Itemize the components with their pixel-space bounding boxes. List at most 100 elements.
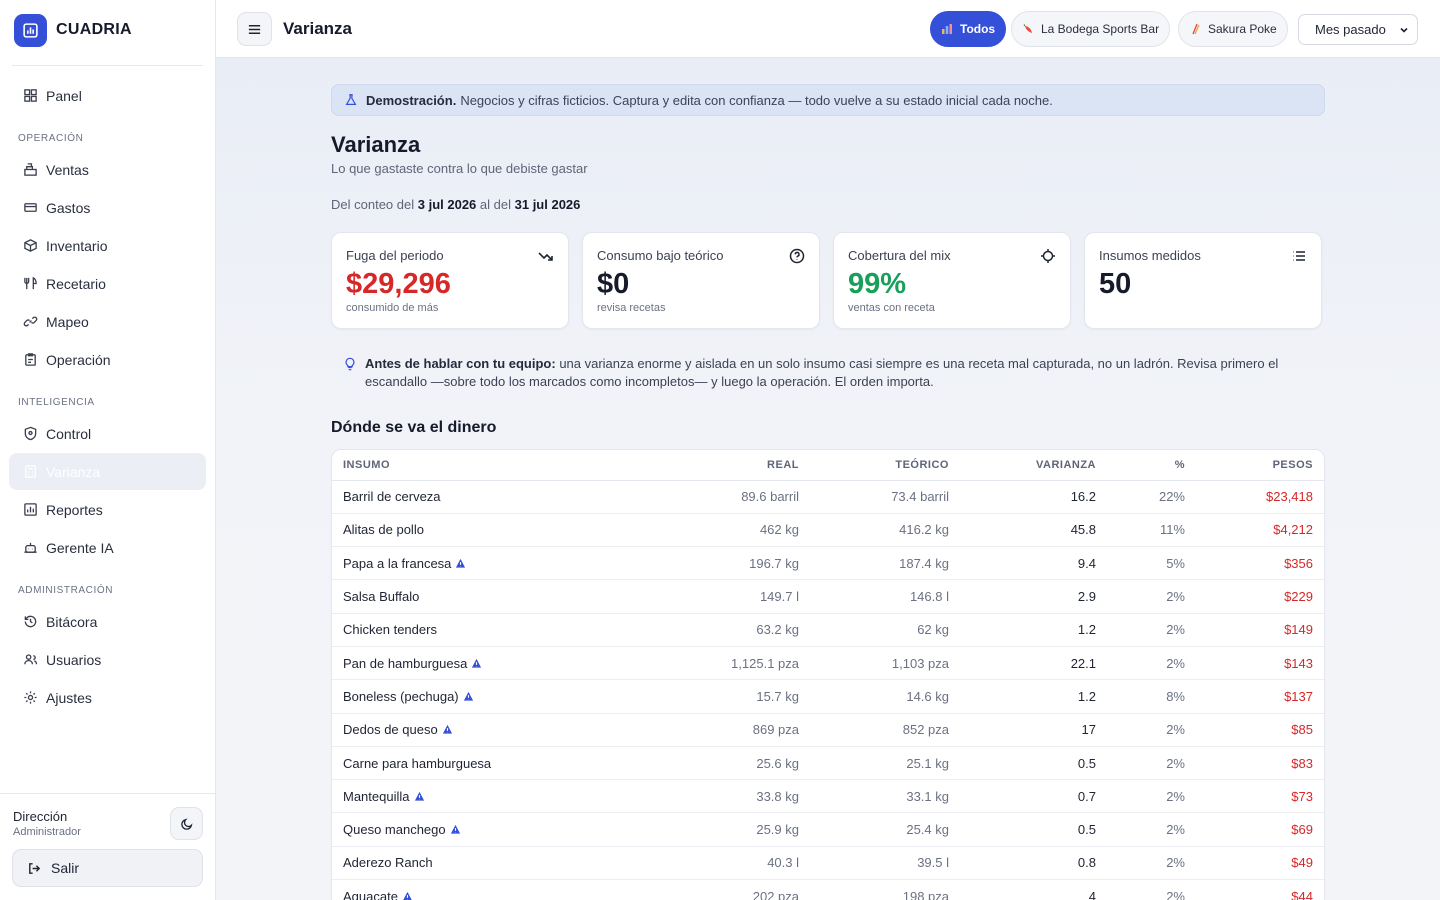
sidebar-item-label: Recetario bbox=[46, 275, 106, 292]
lightbulb-icon bbox=[345, 357, 355, 371]
cell-pesos: $229 bbox=[1196, 579, 1324, 614]
cell-pct: 2% bbox=[1107, 779, 1196, 814]
col-pesos[interactable]: PESOS bbox=[1196, 450, 1324, 481]
sidebar-item-reportes[interactable]: Reportes bbox=[9, 491, 206, 528]
cash-register-icon bbox=[24, 163, 37, 176]
table-row[interactable]: Alitas de pollo 462 kg 416.2 kg 45.8 11% $4,2… bbox=[332, 513, 1324, 548]
insumo-name: Chicken tenders bbox=[343, 622, 437, 638]
sidebar-item-label: Mapeo bbox=[46, 313, 89, 330]
trend-down-icon bbox=[538, 252, 553, 261]
cell-pesos: $356 bbox=[1196, 546, 1324, 581]
menu-toggle-button[interactable] bbox=[237, 12, 272, 46]
cell-pesos: $69 bbox=[1196, 812, 1324, 847]
cell-insumo: Queso manchego bbox=[332, 812, 642, 847]
sidebar-item-inventario[interactable]: Inventario bbox=[9, 227, 206, 264]
kpi-card-insumos: Insumos medidos 50 bbox=[1084, 232, 1322, 329]
logout-label: Salir bbox=[51, 860, 80, 876]
period-select[interactable]: Mes pasado bbox=[1298, 14, 1418, 45]
cell-teorico: 25.1 kg bbox=[810, 746, 960, 781]
sidebar-item-mapeo[interactable]: Mapeo bbox=[9, 303, 206, 340]
table-row[interactable]: Dedos de queso 869 pza 852 pza 17 2% $85 bbox=[332, 713, 1324, 747]
sidebar-section-title: ADMINISTRACIÓN bbox=[18, 585, 114, 596]
sidebar-item-recetario[interactable]: Recetario bbox=[9, 265, 206, 302]
cell-pesos: $23,418 bbox=[1196, 480, 1324, 514]
kpi-foot: ventas con receta bbox=[848, 302, 935, 314]
sidebar-item-gastos[interactable]: Gastos bbox=[9, 189, 206, 226]
col-real[interactable]: REAL bbox=[642, 450, 810, 481]
cell-teorico: 198 pza bbox=[810, 879, 960, 900]
sidebar-item-ventas[interactable]: Ventas bbox=[9, 151, 206, 188]
cell-insumo: Papa a la francesa bbox=[332, 546, 642, 581]
filter-sakura-button[interactable]: Sakura Poke bbox=[1178, 11, 1288, 47]
col-pct[interactable]: % bbox=[1107, 450, 1196, 481]
cell-teorico: 852 pza bbox=[810, 713, 960, 747]
shield-icon bbox=[24, 426, 37, 441]
warning-icon bbox=[403, 891, 412, 900]
filter-bodega-label: La Bodega Sports Bar bbox=[1041, 22, 1160, 36]
brand[interactable]: CUADRIA bbox=[0, 0, 215, 60]
crosshair-icon bbox=[1041, 249, 1055, 263]
cell-teorico: 33.1 kg bbox=[810, 779, 960, 814]
col-insumo[interactable]: INSUMO bbox=[332, 450, 642, 481]
sidebar-item-gerente-ia[interactable]: Gerente IA bbox=[9, 529, 206, 566]
sidebar-item-usuarios[interactable]: Usuarios bbox=[9, 641, 206, 678]
kpi-card-fuga: Fuga del periodo $29,296 consumido de má… bbox=[331, 232, 569, 329]
cell-varianza: 45.8 bbox=[960, 513, 1107, 548]
cell-pct: 2% bbox=[1107, 879, 1196, 900]
sidebar-item-ajustes[interactable]: Ajustes bbox=[9, 679, 206, 716]
kpi-value: $29,296 bbox=[346, 268, 451, 300]
table-row[interactable]: Aderezo Ranch 40.3 l 39.5 l 0.8 2% $49 bbox=[332, 846, 1324, 881]
table-row[interactable]: Carne para hamburguesa 25.6 kg 25.1 kg 0.5 2… bbox=[332, 746, 1324, 781]
sidebar-footer: Dirección Administrador Salir bbox=[0, 793, 215, 900]
page-title: Varianza bbox=[331, 132, 421, 157]
kpi-foot: revisa recetas bbox=[597, 302, 666, 314]
link-icon bbox=[23, 316, 38, 327]
cell-real: 33.8 kg bbox=[642, 779, 810, 814]
cell-pct: 2% bbox=[1107, 746, 1196, 781]
theme-toggle-button[interactable] bbox=[170, 807, 203, 840]
range-prefix: Del conteo del bbox=[331, 197, 415, 212]
range-mid: al del bbox=[479, 197, 511, 212]
sidebar-item-control[interactable]: Control bbox=[9, 415, 206, 452]
sidebar-item-bitacora[interactable]: Bitácora bbox=[9, 603, 206, 640]
cell-real: 149.7 l bbox=[642, 579, 810, 614]
table-row[interactable]: Barril de cerveza 89.6 barril 73.4 barril 1… bbox=[332, 480, 1324, 514]
table-row[interactable]: Pan de hamburguesa 1,125.1 pza 1,103 pza 22… bbox=[332, 646, 1324, 681]
table-row[interactable]: Papa a la francesa 196.7 kg 187.4 kg 9.4 5% $… bbox=[332, 546, 1324, 581]
insumo-name: Aguacate bbox=[343, 888, 398, 900]
brand-name: CUADRIA bbox=[56, 21, 132, 38]
bar-chart-icon bbox=[24, 503, 37, 516]
cell-real: 869 pza bbox=[642, 713, 810, 747]
table-row[interactable]: Mantequilla 33.8 kg 33.1 kg 0.7 2% $73 bbox=[332, 779, 1324, 814]
col-varianza[interactable]: VARIANZA bbox=[960, 450, 1107, 481]
cell-insumo: Chicken tenders bbox=[332, 613, 642, 647]
sidebar-item-label: Gastos bbox=[46, 199, 91, 216]
insumo-name: Pan de hamburguesa bbox=[343, 655, 468, 671]
cell-real: 89.6 barril bbox=[642, 480, 810, 514]
cell-teorico: 73.4 barril bbox=[810, 480, 960, 514]
cell-insumo: Boneless (pechuga) bbox=[332, 679, 642, 714]
cell-insumo: Dedos de queso bbox=[332, 713, 642, 747]
col-teorico[interactable]: TEÓRICO bbox=[810, 450, 960, 481]
cell-pesos: $137 bbox=[1196, 679, 1324, 714]
table-row[interactable]: Chicken tenders 63.2 kg 62 kg 1.2 2% $149 bbox=[332, 613, 1324, 647]
filter-sakura-label: Sakura Poke bbox=[1208, 22, 1277, 36]
sidebar-item-operacion[interactable]: Operación bbox=[9, 341, 206, 378]
logout-button[interactable]: Salir bbox=[12, 849, 203, 887]
table-row[interactable]: Queso manchego 25.9 kg 25.4 kg 0.5 2% $69 bbox=[332, 812, 1324, 847]
table-row[interactable]: Salsa Buffalo 149.7 l 146.8 l 2.9 2% $229 bbox=[332, 579, 1324, 614]
filter-all-button[interactable]: Todos bbox=[930, 11, 1007, 47]
warning-icon bbox=[414, 791, 424, 801]
table-row[interactable]: Aguacate 202 pza 198 pza 4 2% $44 bbox=[332, 879, 1324, 900]
filter-bodega-button[interactable]: La Bodega Sports Bar bbox=[1011, 11, 1171, 47]
cell-pct: 2% bbox=[1107, 812, 1196, 847]
help-circle-icon[interactable] bbox=[789, 248, 805, 264]
sidebar-item-label: Reportes bbox=[46, 501, 103, 518]
table-row[interactable]: Boneless (pechuga) 15.7 kg 14.6 kg 1.2 8% $13… bbox=[332, 679, 1324, 714]
cell-insumo: Aderezo Ranch bbox=[332, 846, 642, 881]
sidebar-item-varianza[interactable]: Varianza bbox=[9, 453, 206, 490]
sidebar-item-panel[interactable]: Panel bbox=[9, 77, 206, 114]
insumo-name: Salsa Buffalo bbox=[343, 589, 420, 605]
robot-icon bbox=[24, 542, 37, 553]
cell-teorico: 14.6 kg bbox=[810, 679, 960, 714]
